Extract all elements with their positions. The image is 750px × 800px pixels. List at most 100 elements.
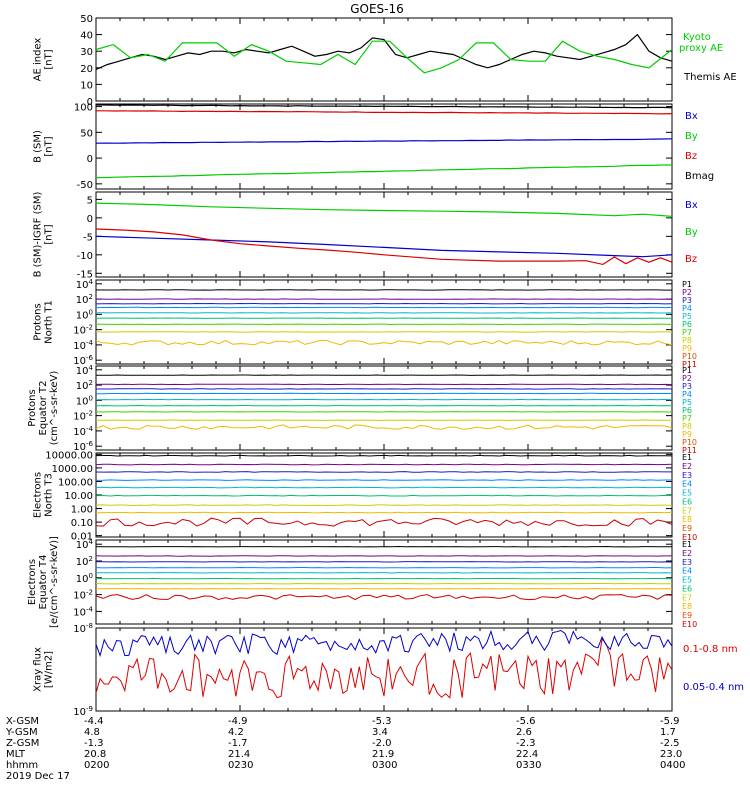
series-line-xray-short (95, 629, 673, 658)
legend-bz: Bz (685, 151, 697, 162)
series-line-bx (95, 138, 673, 144)
x-tick-value: -1.7 (228, 738, 248, 749)
y-tick-label: 30 (80, 47, 93, 58)
channel-label-p5: P5 (682, 398, 692, 407)
channel-label-p6: P6 (682, 406, 692, 415)
channel-label-e4: E4 (682, 480, 692, 489)
y-tick-label: 10000.00 (45, 450, 93, 461)
x-row-label: hhmm (6, 760, 38, 771)
x-tick-value: -4.4 (84, 716, 104, 727)
y-axis-label: Electrons (33, 472, 44, 518)
series-line-bmag (96, 104, 673, 109)
y-axis-label: [e/(cm^-s-sr-keV)] (49, 536, 60, 628)
y-axis-label: B (SM)-IGRF (SM) (33, 192, 44, 278)
x-tick-value: 2.6 (516, 727, 532, 738)
channel-label-e9: E9 (682, 611, 692, 620)
y-tick-label: 104 (76, 278, 94, 291)
panel-xray: Xray flux [W/m2] 10-8 10-9 0.1-0.8 nm 0.05-0.… (33, 622, 745, 718)
y-tick-label: 10-6 (73, 440, 93, 453)
x-tick-value: 21.4 (228, 749, 250, 760)
channel-label-e9: E9 (682, 524, 692, 533)
y-tick-label: 10-2 (73, 589, 93, 602)
channel-label-p8: P8 (682, 422, 692, 431)
x-tick-value: 0200 (84, 760, 109, 771)
series-line-e10 (95, 594, 673, 601)
legend-kyoto: Kyoto (683, 32, 711, 43)
panel-electrons_t4: Electrons Equator T4 [e/(cm^-s-sr-keV)] 104… (27, 536, 697, 629)
y-tick-label: 104 (76, 538, 94, 551)
y-tick-label: 0.10 (71, 518, 93, 529)
series-line-themis-ae (95, 33, 673, 71)
x-tick-value: 3.4 (372, 727, 388, 738)
panel-frame (95, 103, 673, 190)
x-tick-value: 21.9 (372, 749, 394, 760)
series-line-by (95, 164, 672, 179)
channel-label-p2: P2 (682, 288, 692, 297)
channel-label-e8: E8 (682, 515, 692, 524)
y-tick-label: -10 (77, 251, 93, 262)
legend-themis-ae: Themis AE (683, 72, 737, 83)
y-tick-label: 0 (87, 154, 93, 165)
channel-label-e10: E10 (682, 620, 697, 629)
y-axis-label: North T1 (44, 300, 55, 344)
channel-label-p4: P4 (682, 304, 692, 313)
x-tick-value: 23.0 (660, 749, 682, 760)
chart-title: GOES-16 (350, 2, 404, 16)
y-axis-label: Xray flux (33, 647, 44, 692)
y-tick-label: 10.00 (64, 491, 93, 502)
channel-label-e2: E2 (682, 549, 692, 558)
y-tick-label: 10-9 (73, 705, 93, 718)
y-axis-label: Protons (33, 303, 44, 340)
y-tick-label: 100 (76, 394, 93, 407)
y-axis-label: B (SM) (33, 130, 44, 163)
legend-bmag: Bmag (685, 171, 714, 182)
channel-label-p11: P11 (682, 446, 697, 455)
channel-label-e2: E2 (682, 462, 692, 471)
y-tick-label: 10-2 (73, 324, 93, 337)
series-line-bz (96, 110, 673, 115)
y-axis-label: AE index (33, 38, 44, 82)
channel-label-p9: P9 (682, 344, 692, 353)
channel-label-p9: P9 (682, 430, 692, 439)
x-row-label: MLT (6, 749, 26, 760)
panel-bigrf: B (SM)-IGRF (SM) [nT] -15 -10 -5 0 5 Bx By Bz (33, 191, 698, 280)
series-line-e1 (95, 454, 673, 457)
legend-xray-long: 0.1-0.8 nm (683, 644, 738, 655)
channel-label-p3: P3 (682, 296, 692, 305)
y-tick-label: 10-4 (73, 425, 93, 438)
channel-label-e5: E5 (682, 576, 692, 585)
x-tick-value: -2.0 (372, 738, 392, 749)
channel-label-p7: P7 (682, 328, 692, 337)
y-axis-label: [W/m2] (44, 651, 55, 688)
x-tick-value: -4.9 (228, 716, 248, 727)
y-axis-label: (cm^-s-sr-keV) (49, 371, 60, 446)
panel-frame (95, 17, 673, 102)
y-axis-label: North T3 (44, 473, 55, 517)
y-axis-label: [nT] (44, 49, 55, 69)
panel-protons_t1: Protons North T1 104 102 100 10-2 10-4 10-6 P1P2… (33, 278, 698, 369)
x-date-label: 2019 Dec 17 (6, 771, 70, 782)
y-tick-label: 100 (74, 103, 93, 114)
channel-label-e1: E1 (682, 453, 692, 462)
x-tick-value: 0330 (516, 760, 541, 771)
y-axis-label: Equator T2 (38, 381, 49, 436)
y-tick-label: 20 (80, 64, 93, 75)
y-tick-label: 10-4 (73, 339, 93, 352)
y-tick-label: -50 (77, 180, 93, 191)
series-line-e7 (95, 504, 673, 507)
y-axis-label: Electrons (27, 559, 38, 605)
channel-label-p5: P5 (682, 312, 692, 321)
legend-bz: Bz (685, 254, 697, 265)
channel-label-p10: P10 (682, 352, 697, 361)
channel-label-e10: E10 (682, 533, 697, 542)
panel-frame (95, 279, 673, 365)
y-tick-label: 5 (87, 195, 93, 206)
y-tick-label: 102 (76, 555, 93, 568)
x-row-label: X-GSM (6, 716, 39, 727)
channel-label-e6: E6 (682, 584, 692, 593)
y-tick-label: 100 (76, 572, 93, 585)
channel-label-p3: P3 (682, 382, 692, 391)
legend-bx: Bx (685, 111, 698, 122)
channel-label-e3: E3 (682, 558, 692, 567)
